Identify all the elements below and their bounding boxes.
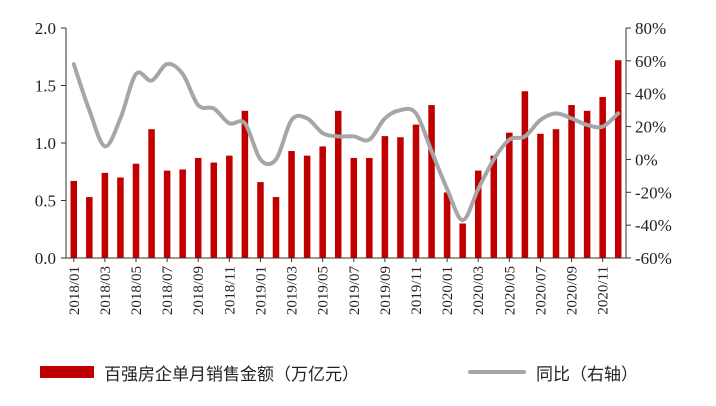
bar-2020/11 xyxy=(599,97,606,258)
legend-swatch-line xyxy=(468,370,526,374)
right-tick-label: -40% xyxy=(635,216,672,235)
x-tick-label: 2019/03 xyxy=(285,266,301,315)
bar-2020/08 xyxy=(552,129,560,258)
right-tick-label: 60% xyxy=(635,52,666,71)
left-tick-label: 0.0 xyxy=(35,249,56,268)
legend-item-yoy: 同比（右轴） xyxy=(468,360,638,385)
bar-2018/03 xyxy=(101,172,109,258)
legend-swatch-bar xyxy=(40,366,94,378)
bar-2019/02 xyxy=(272,197,280,258)
bar-2018/06 xyxy=(148,129,155,258)
x-tick-label: 2018/05 xyxy=(129,266,145,315)
left-tick-label: 0.5 xyxy=(35,192,56,211)
x-tick-label: 2020/07 xyxy=(533,266,549,316)
x-tick-label: 2019/09 xyxy=(378,266,394,315)
bar-2019/01 xyxy=(257,182,264,258)
bar-2019/09 xyxy=(381,136,389,258)
bar-2019/12 xyxy=(428,105,435,258)
right-tick-label: 0% xyxy=(635,150,658,169)
bar-2020/03 xyxy=(474,170,482,258)
right-tick-label: 80% xyxy=(635,19,666,38)
right-tick-label: 20% xyxy=(635,118,666,137)
x-tick-label: 2018/09 xyxy=(191,266,207,315)
bar-2018/10 xyxy=(210,162,218,258)
bar-2020/12 xyxy=(614,60,622,259)
bar-series-sales xyxy=(70,60,622,259)
x-tick-label: 2018/11 xyxy=(222,266,238,315)
x-tick-label: 2020/05 xyxy=(502,266,518,315)
bar-2020/02 xyxy=(459,223,466,258)
x-tick-label: 2019/01 xyxy=(253,266,269,315)
x-tick-label: 2019/07 xyxy=(347,266,363,316)
legend-label-sales: 百强房企单月销售金额（万亿元） xyxy=(104,364,359,385)
bar-2018/02 xyxy=(86,197,93,258)
bar-2019/05 xyxy=(319,146,326,258)
legend-label-yoy: 同比（右轴） xyxy=(536,364,638,385)
bar-2018/07 xyxy=(163,170,171,258)
x-tick-label: 2018/01 xyxy=(67,266,83,315)
x-axis-ticks: 2018/01 2018/03 2018/05 2018/07 2018/09 2018/… xyxy=(67,258,612,315)
bar-2018/01 xyxy=(70,180,78,258)
left-tick-label: 2.0 xyxy=(35,19,56,38)
left-axis-ticks: 0.0 0.5 1.0 1.5 2.0 xyxy=(35,19,66,268)
bar-2018/05 xyxy=(132,163,140,258)
bar-2019/04 xyxy=(303,155,311,258)
x-tick-label: 2020/11 xyxy=(596,266,612,315)
left-tick-label: 1.5 xyxy=(35,77,56,96)
legend-item-sales: 百强房企单月销售金额（万亿元） xyxy=(40,360,359,385)
bar-2020/06 xyxy=(521,91,529,258)
bar-2020/05 xyxy=(506,132,513,258)
bar-2018/11 xyxy=(226,155,233,258)
right-tick-label: 40% xyxy=(635,85,666,104)
bar-2018/12 xyxy=(241,110,249,258)
x-tick-label: 2019/11 xyxy=(409,266,425,315)
left-tick-label: 1.0 xyxy=(35,134,56,153)
bar-2020/09 xyxy=(568,105,575,258)
bar-2018/08 xyxy=(179,169,186,258)
x-tick-label: 2020/01 xyxy=(440,266,456,315)
bar-2018/04 xyxy=(117,177,124,258)
bar-2019/10 xyxy=(397,137,404,258)
right-tick-label: -60% xyxy=(635,249,672,268)
x-tick-label: 2019/05 xyxy=(316,266,332,315)
bar-2020/04 xyxy=(490,155,498,258)
right-tick-label: -20% xyxy=(635,183,672,202)
line-series-yoy xyxy=(71,61,621,223)
right-axis-ticks: -60% -40% -20% 0% 20% 40% 60% 80% xyxy=(626,19,672,268)
bar-2020/10 xyxy=(583,110,591,258)
bar-2018/09 xyxy=(194,157,202,258)
bar-2020/07 xyxy=(537,133,544,258)
bar-2019/07 xyxy=(350,157,358,258)
bar-2019/08 xyxy=(366,157,373,258)
bar-2020/01 xyxy=(443,192,451,258)
x-tick-label: 2020/09 xyxy=(565,266,581,315)
bar-2019/03 xyxy=(288,151,295,258)
x-tick-label: 2018/07 xyxy=(160,266,176,316)
x-tick-label: 2018/03 xyxy=(98,266,114,315)
bar-2019/11 xyxy=(412,124,420,258)
legend: 百强房企单月销售金额（万亿元） 同比（右轴） xyxy=(40,360,700,385)
bar-2019/06 xyxy=(334,110,342,258)
x-tick-label: 2020/03 xyxy=(471,266,487,315)
